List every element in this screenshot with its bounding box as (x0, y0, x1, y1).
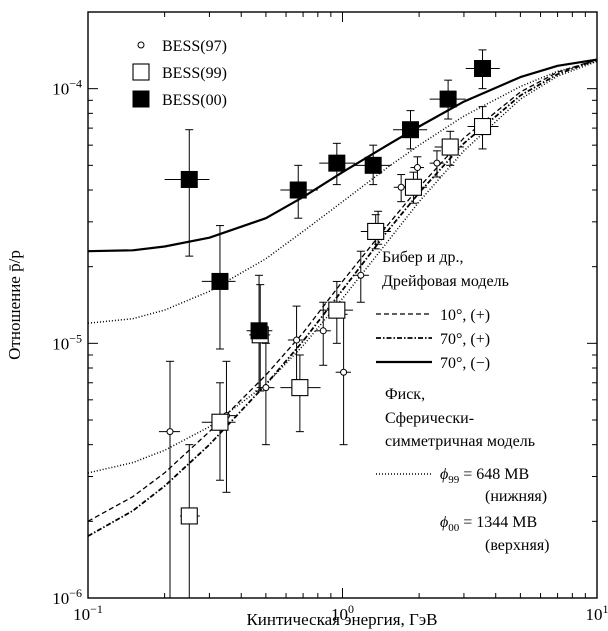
model-curve-dash-dot (87, 58, 598, 537)
data-point (433, 159, 441, 167)
phi99-label: ϕ99 = 648 МВ (440, 466, 529, 486)
data-point (328, 301, 346, 319)
data-point (413, 164, 421, 172)
data-point (250, 322, 268, 340)
data-point (357, 271, 365, 279)
legend-label: BESS(99) (162, 65, 227, 82)
axis-ticks (87, 11, 597, 599)
y-axis-label: Отношение p̄/p (5, 250, 24, 360)
data-point (180, 507, 198, 525)
x-tick-label: 101 (586, 602, 608, 624)
model-curve-solid (87, 58, 598, 253)
fisk-heading-2: Сферически- (385, 410, 474, 427)
fisk-heading-3: симметричная модель (385, 433, 535, 450)
fisk-heading-1: Фиск, (385, 386, 425, 403)
data-point (473, 117, 492, 136)
legend-marker-open-circle (137, 41, 145, 49)
data-point (291, 379, 309, 397)
model-legend: Бибер и др., Дрейфовая модель 10°, (+) 70… (376, 249, 550, 554)
data-point (211, 413, 229, 431)
data-point (166, 428, 174, 436)
legend-entry-label: 70°, (−) (440, 355, 490, 372)
data-point (404, 178, 422, 196)
model-curve-dashed (87, 58, 598, 522)
data-point (364, 156, 382, 174)
drift-legend-entries: 10°, (+) 70°, (+) 70°, (−) (376, 307, 490, 372)
y-tick-label: 10−4 (52, 77, 82, 99)
data-point (441, 138, 459, 156)
data-point (319, 327, 327, 335)
drift-heading-1: Бибер и др., (382, 249, 463, 266)
legend-marker-filled-square (132, 90, 150, 108)
data-point (328, 154, 346, 172)
data-markers (166, 59, 492, 525)
drift-heading-2: Дрейфовая модель (382, 273, 509, 290)
phi99-note: (нижняя) (485, 488, 547, 505)
model-curve-dotted (87, 60, 598, 474)
legend-label: BESS(97) (162, 38, 227, 55)
data-point (401, 121, 419, 139)
legend-marker-open-square (132, 63, 150, 81)
x-axis-label: Кинтическая энергия, ГэВ (246, 610, 437, 629)
y-tick-label: 10−6 (52, 586, 82, 608)
x-tick-label: 10−1 (73, 602, 103, 624)
legend-label: BESS(00) (162, 92, 227, 109)
y-tick-label: 10−5 (52, 331, 82, 353)
phi00-note: (верхняя) (485, 537, 550, 554)
x-tick-label: 100 (331, 602, 354, 624)
tick-labels: 10−1 100 101 10−6 10−5 10−4 (52, 77, 608, 624)
phi00-label: ϕ00 = 1344 МВ (440, 514, 537, 534)
model-curves (87, 58, 598, 537)
data-point (262, 384, 270, 392)
data-point (439, 90, 457, 108)
legend-entry-label: 10°, (+) (440, 307, 490, 324)
data-point (367, 222, 385, 240)
data-point (474, 59, 492, 77)
data-point (293, 336, 301, 344)
data-point (211, 272, 229, 290)
data-point (397, 183, 405, 191)
data-point (180, 170, 198, 188)
dataset-legend: BESS(97) BESS(99) BESS(00) (132, 38, 227, 109)
data-point (289, 181, 307, 199)
legend-entry-label: 70°, (+) (440, 331, 490, 348)
data-point (340, 368, 348, 376)
